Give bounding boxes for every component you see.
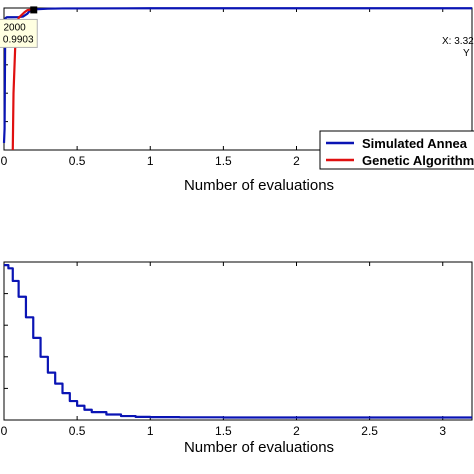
x-tick-label: 2.5 bbox=[361, 424, 378, 438]
x-axis-label: Number of evaluations bbox=[184, 439, 334, 456]
x-tick-label: 1 bbox=[147, 424, 154, 438]
series-line-1 bbox=[2, 7, 472, 143]
plot-frame bbox=[3, 7, 473, 151]
datatip-text: Y bbox=[463, 48, 470, 59]
series-line-1 bbox=[4, 264, 472, 419]
datatip-box bbox=[0, 18, 38, 48]
datatip-marker bbox=[30, 6, 38, 14]
x-tick-label: 2 bbox=[293, 154, 300, 168]
x-tick-label: 0 bbox=[1, 424, 8, 438]
legend-label: Genetic Algorithm bbox=[362, 153, 474, 168]
plot-frame bbox=[3, 261, 473, 421]
x-tick-label: 0.5 bbox=[69, 424, 86, 438]
x-tick-label: 0.5 bbox=[69, 154, 86, 168]
x-tick-label: 1 bbox=[147, 154, 154, 168]
series-line-2 bbox=[11, 8, 34, 151]
x-tick-label: 1.5 bbox=[215, 424, 232, 438]
x-tick-label: 0 bbox=[1, 154, 8, 168]
x-tick-label: 3 bbox=[439, 424, 446, 438]
x-tick-label: 1.5 bbox=[215, 154, 232, 168]
datatip-text: X: 2000 bbox=[0, 22, 26, 33]
x-tick-label: 2 bbox=[293, 424, 300, 438]
legend-label: Simulated Annea bbox=[362, 136, 468, 151]
legend-box bbox=[319, 130, 474, 170]
datatip-text: X: 3.32 bbox=[442, 36, 474, 47]
bottom-panel: 0 0.5 1 1.5 2 2.5 3 Number of evaluations bbox=[1, 261, 473, 456]
datatip-text: Y: 0.9903 bbox=[0, 34, 34, 45]
x-axis-label: Number of evaluations bbox=[184, 177, 334, 194]
